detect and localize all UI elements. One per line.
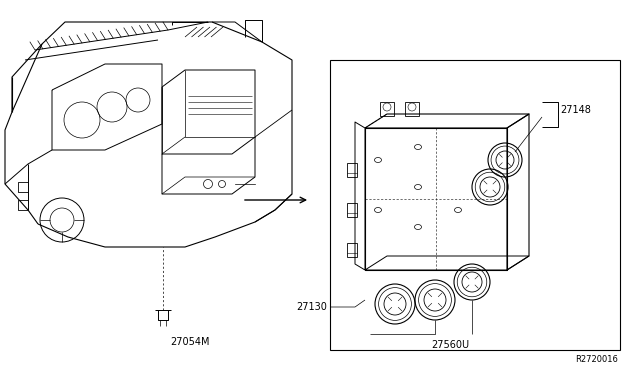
Text: 27054M: 27054M bbox=[170, 337, 209, 347]
Bar bbox=[330, 60, 620, 350]
Bar bbox=[380, 102, 394, 116]
Text: R2720016: R2720016 bbox=[575, 356, 618, 365]
Text: 27148: 27148 bbox=[560, 105, 591, 115]
Bar bbox=[347, 203, 357, 217]
Text: 27560U: 27560U bbox=[431, 340, 469, 350]
Text: 27130: 27130 bbox=[296, 302, 327, 312]
Bar bbox=[347, 243, 357, 257]
Bar bbox=[347, 163, 357, 177]
Bar bbox=[405, 102, 419, 116]
